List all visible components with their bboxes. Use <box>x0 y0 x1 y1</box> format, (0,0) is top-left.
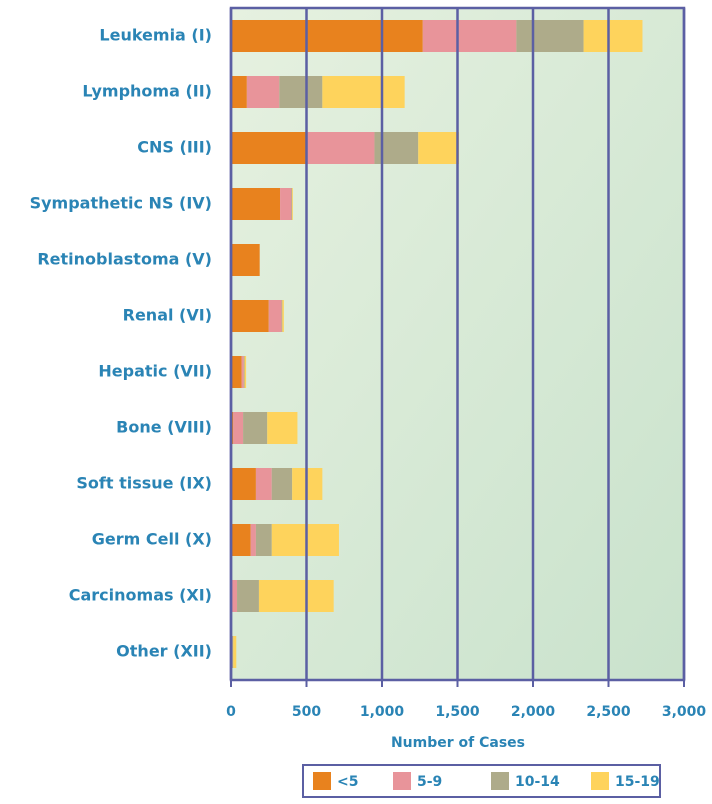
category-label: Germ Cell (X) <box>92 530 212 549</box>
x-tick-label: 2,000 <box>511 704 556 720</box>
bar-segment <box>322 76 405 108</box>
bar-segment <box>255 524 272 556</box>
category-label: Renal (VI) <box>123 306 212 325</box>
bar-segment <box>282 300 284 332</box>
bar-segment <box>231 244 260 276</box>
bar-segment <box>233 412 244 444</box>
bar-segment <box>231 356 242 388</box>
bar-segment <box>291 188 293 220</box>
bar-segment <box>231 524 251 556</box>
category-label: Retinoblastoma (V) <box>37 250 212 269</box>
bar-segment <box>243 356 245 388</box>
bar-segment <box>280 188 292 220</box>
category-label: CNS (III) <box>137 138 212 157</box>
legend-label: 5-9 <box>417 774 442 790</box>
plot-frame <box>229 6 686 682</box>
x-tick-label: 0 <box>226 704 236 720</box>
bar-segment <box>232 636 234 668</box>
category-label: Hepatic (VII) <box>98 362 212 381</box>
bar-segment <box>267 412 298 444</box>
x-axis-title: Number of Cases <box>391 735 525 751</box>
x-tick-label: 3,000 <box>662 704 707 720</box>
bar-segment <box>231 188 281 220</box>
bar-segment <box>241 356 244 388</box>
bar-segment <box>258 580 334 612</box>
bar-segment <box>271 468 293 500</box>
category-label: Sympathetic NS (IV) <box>30 194 212 213</box>
legend-swatch <box>591 772 609 790</box>
x-tick-label: 500 <box>292 704 321 720</box>
bar-segment <box>422 20 517 52</box>
category-label: Other (XII) <box>116 642 212 661</box>
bar-segment <box>244 356 247 388</box>
legend-label: 15-19 <box>615 774 660 790</box>
legend-swatch <box>313 772 331 790</box>
legend-swatch <box>393 772 411 790</box>
bar-segment <box>307 132 375 164</box>
x-tick-label: 2,500 <box>586 704 631 720</box>
bar-segment <box>237 580 259 612</box>
bar-segment <box>250 524 256 556</box>
bar-segment <box>233 636 237 668</box>
bar-segment <box>516 20 584 52</box>
bar-segment <box>231 580 238 612</box>
bar-segment <box>231 132 308 164</box>
bar-segment <box>231 76 247 108</box>
x-tick-label: 1,000 <box>360 704 405 720</box>
bar-segment <box>255 468 272 500</box>
bar-segment <box>243 412 268 444</box>
bar-segment <box>231 20 423 52</box>
category-label: Lymphoma (II) <box>82 82 212 101</box>
category-label: Soft tissue (IX) <box>76 474 212 493</box>
bar-segment <box>231 468 256 500</box>
category-label: Bone (VIII) <box>116 418 212 437</box>
bar-segment <box>246 76 280 108</box>
bar-segment <box>279 76 323 108</box>
category-label: Leukemia (I) <box>99 26 212 45</box>
category-label: Carcinomas (XI) <box>69 586 212 605</box>
bar-segment <box>268 300 282 332</box>
bar-segment <box>418 132 460 164</box>
x-tick-label: 1,500 <box>435 704 480 720</box>
legend-swatch <box>491 772 509 790</box>
bar-segment <box>281 300 283 332</box>
bar-segment <box>231 300 269 332</box>
bar-segment <box>292 188 293 220</box>
legend-label: 10-14 <box>515 774 560 790</box>
bar-segment <box>583 20 643 52</box>
legend-label: <5 <box>337 774 358 790</box>
